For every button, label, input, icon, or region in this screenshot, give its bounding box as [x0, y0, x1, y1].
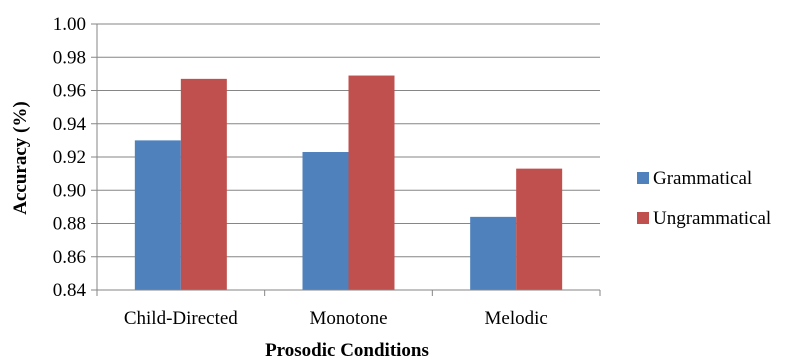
y-tick-label: 0.88 [53, 214, 86, 235]
y-tick-label: 0.92 [53, 147, 86, 168]
bar-grammatical-melodic [470, 216, 517, 290]
y-tick-label: 0.94 [53, 114, 87, 135]
y-tick-labels: 0.84 0.86 0.88 0.90 0.92 0.94 0.96 0.98 1.00 [53, 14, 97, 301]
x-tick-labels: Child-Directed Monotone Melodic [124, 308, 548, 329]
bar-ungrammatical-monotone [348, 75, 395, 290]
y-tick-label: 1.00 [53, 14, 86, 35]
legend-label: Grammatical [653, 168, 752, 189]
legend-swatch [637, 172, 649, 184]
y-axis-title: Accuracy (%) [10, 101, 31, 214]
bar-ungrammatical-child-directed [180, 78, 227, 290]
legend-label: Ungrammatical [653, 208, 771, 229]
legend: Grammatical Ungrammatical [637, 168, 771, 229]
y-tick-label: 0.96 [53, 81, 86, 102]
legend-swatch [637, 212, 649, 224]
bars [134, 75, 563, 290]
y-tick-label: 0.90 [53, 180, 86, 201]
bar-ungrammatical-melodic [516, 168, 563, 290]
y-tick-label: 0.84 [53, 280, 87, 301]
bar-grammatical-child-directed [134, 140, 181, 290]
x-tick-label: Monotone [309, 308, 387, 329]
y-tick-label: 0.86 [53, 247, 86, 268]
x-axis-title: Prosodic Conditions [265, 340, 429, 361]
bar-grammatical-monotone [302, 152, 349, 290]
x-tick-label: Child-Directed [124, 308, 238, 329]
y-tick-label: 0.98 [53, 47, 86, 68]
x-tick-label: Melodic [485, 308, 548, 329]
